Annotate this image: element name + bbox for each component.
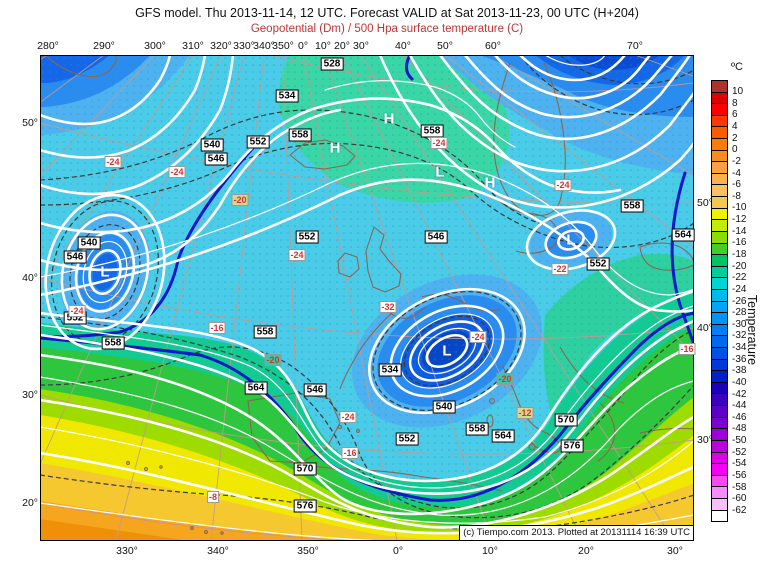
colorbar-tick-label: -16 (732, 237, 747, 249)
axis-tick-label: 280° (37, 40, 59, 52)
colorbar-tick-label: 0 (732, 144, 738, 156)
colorbar-tick-label: -52 (732, 446, 747, 458)
axis-tick-label: 340° (207, 545, 229, 557)
colorbar-cells (711, 80, 728, 523)
axis-tick-label: 40° (395, 40, 411, 52)
colorbar-tick-label: -2 (732, 155, 741, 167)
colorbar-tick-label: -26 (732, 295, 747, 307)
colorbar-tick-label: -48 (732, 423, 747, 435)
colorbar-tick-label: -50 (732, 435, 747, 447)
colorbar-tick-label: -32 (732, 330, 747, 342)
axis-tick-label: 30° (22, 389, 38, 401)
colorbar-tick-label: -36 (732, 353, 747, 365)
axis-tick-label: 350° (297, 545, 319, 557)
axis-tick-label: 40° (697, 322, 713, 334)
colorbar-tick-label: -6 (732, 179, 741, 191)
axis-tick-label: 0° (392, 545, 404, 557)
axis-tick-label: 330° (116, 545, 138, 557)
colorbar-tick-label: 8 (732, 97, 738, 109)
axis-tick-label: 30° (697, 434, 713, 446)
colorbar-tick-label: -54 (732, 458, 747, 470)
colorbar-tick-label: 4 (732, 121, 738, 133)
colorbar-tick-label: -24 (732, 283, 747, 295)
axis-tick-label: 0° (297, 40, 309, 52)
axis-tick-label: 350° (272, 40, 294, 52)
colorbar-tick-label: -38 (732, 365, 747, 377)
colorbar-tick-label: -42 (732, 388, 747, 400)
axis-tick-label: 30° (667, 545, 683, 557)
colorbar-tick-label: -40 (732, 376, 747, 388)
axis-tick-label: 320° (210, 40, 232, 52)
colorbar-tick-label: 6 (732, 109, 738, 121)
colorbar-tick-label: -34 (732, 342, 747, 354)
page-subtitle: Geopotential (Dm) / 500 Hpa surface temp… (250, 23, 524, 35)
axis-tick-label: 20° (578, 545, 594, 557)
colorbar-tick-label: -56 (732, 469, 747, 481)
axis-tick-label: 60° (485, 40, 501, 52)
axis-tick-label: 30° (353, 40, 369, 52)
axis-tick-label: 310° (182, 40, 204, 52)
axis-tick-label: 50° (22, 117, 38, 129)
colorbar-tick-label: -60 (732, 493, 747, 505)
colorbar-tick-label: -12 (732, 214, 747, 226)
colorbar-tick-label: -14 (732, 225, 747, 237)
axis-tick-label: 50° (697, 197, 713, 209)
axis-tick-label: 70° (627, 40, 643, 52)
colorbar-tick-label: 10 (732, 86, 744, 98)
colorbar-tick-label: -58 (732, 481, 747, 493)
colorbar-tick-label: 2 (732, 132, 738, 144)
temperature-colorbar: 10 8 6 4 2 0 -2 -4 -6 -8 -10 -12 -14 -16 -18 -20 -22 -24-… (711, 80, 771, 523)
axis-tick-label: 340° (253, 40, 275, 52)
map-canvas: (c) Tiempo.com 2013. Plotted at 20131114… (40, 55, 696, 541)
axis-tick-label: 20° (334, 40, 350, 52)
axis-tick-label: 290° (93, 40, 115, 52)
colorbar-tick-label: -28 (732, 307, 747, 319)
colorbar-cell (711, 509, 728, 523)
page-title: GFS model. Thu 2013-11-14, 12 UTC. Forec… (135, 6, 639, 20)
colorbar-axis-title: Temperature (745, 294, 759, 366)
axis-tick-label: 40° (22, 272, 38, 284)
axis-tick-label: 330° (233, 40, 255, 52)
colorbar-tick-label: -44 (732, 400, 747, 412)
colorbar-tick-label: -30 (732, 318, 747, 330)
colorbar-tick-label: -22 (732, 272, 747, 284)
colorbar-tick-label: -8 (732, 190, 741, 202)
axis-tick-label: 50° (437, 40, 453, 52)
axis-tick-label: 300° (144, 40, 166, 52)
colorbar-tick-label: -46 (732, 411, 747, 423)
colorbar-unit-label: ºC (731, 61, 743, 73)
colorbar-tick-label: -4 (732, 167, 741, 179)
freezing-isotherm (40, 55, 694, 502)
colorbar-tick-label: -18 (732, 248, 747, 260)
colorbar-tick-label: -20 (732, 260, 747, 272)
map-graphic (40, 55, 694, 541)
map-border (40, 55, 694, 541)
colorbar-tick-label: -62 (732, 504, 747, 516)
axis-tick-label: 20° (22, 497, 38, 509)
axis-tick-label: 10° (315, 40, 331, 52)
axis-tick-label: 10° (482, 545, 498, 557)
colorbar-tick-label: -10 (732, 202, 747, 214)
